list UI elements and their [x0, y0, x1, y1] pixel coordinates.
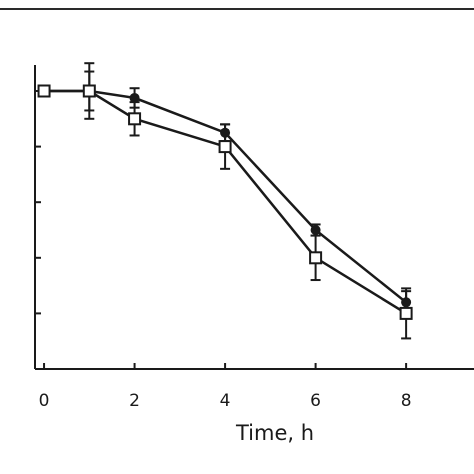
x-tick-label: 2	[129, 391, 140, 411]
x-tick-label: 8	[401, 391, 412, 411]
top-frame-line	[0, 8, 474, 10]
x-axis-ticks	[43, 363, 408, 369]
data-point	[218, 140, 232, 154]
x-tick-label: 4	[220, 391, 231, 411]
series-line	[44, 89, 407, 304]
data-point	[37, 84, 51, 98]
data-point	[309, 251, 323, 265]
x-tick-label: 0	[39, 391, 50, 411]
data-point	[82, 84, 96, 98]
x-tick-label: 6	[310, 391, 321, 411]
data-point	[129, 92, 140, 103]
x-axis-title: Time, h	[235, 421, 314, 445]
data-point	[310, 225, 321, 235]
series-2	[37, 62, 413, 340]
y-axis-ticks	[35, 90, 41, 370]
x-axis-tick-labels: 0 2 4 6 8	[39, 391, 412, 411]
series-layer	[37, 62, 413, 340]
series-line	[44, 89, 407, 315]
series-1	[39, 70, 412, 315]
data-point	[128, 112, 142, 126]
data-point	[399, 306, 413, 320]
